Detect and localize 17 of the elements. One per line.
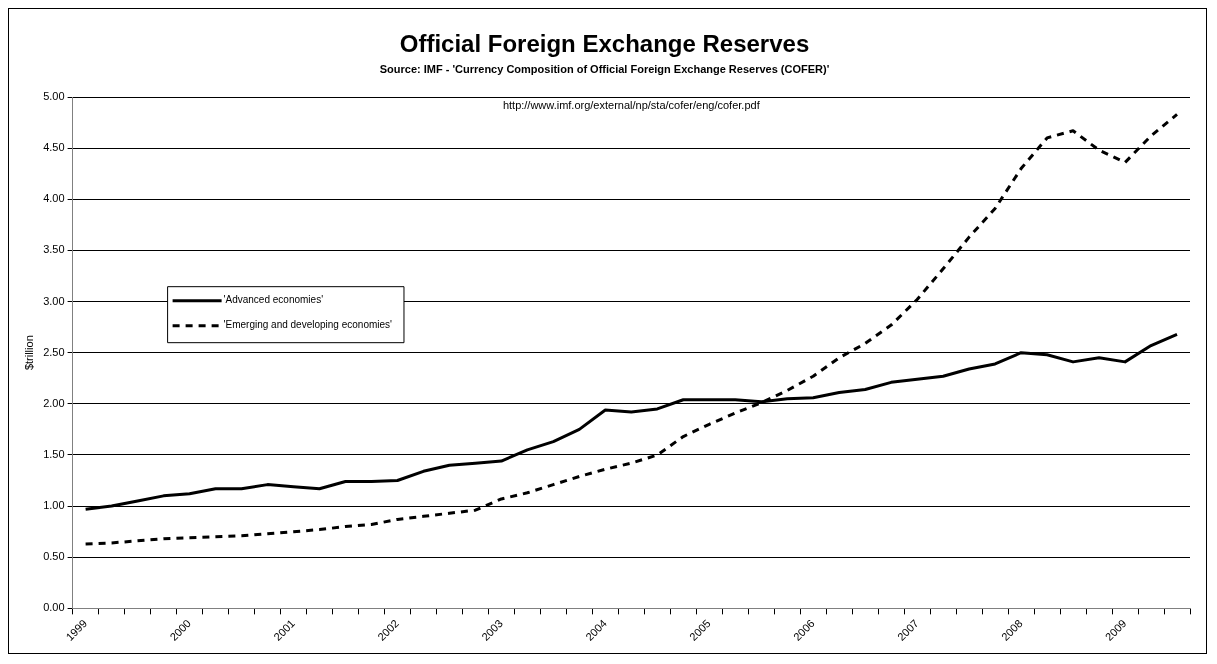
y-axis-title: $trillion [22, 335, 35, 371]
annotation: http://www.imf.org/external/np/sta/cofer/eng/cofer.pdf [502, 99, 761, 112]
y-tick-label: 2.00 [43, 396, 65, 409]
legend-label: 'Advanced economies' [223, 294, 324, 306]
legend-label: 'Emerging and developing economies' [223, 319, 393, 331]
y-tick-label: 5.00 [43, 90, 65, 103]
y-tick-label: 4.00 [43, 192, 65, 205]
y-tick-label: 0.50 [43, 550, 65, 563]
y-tick-label: 2.50 [43, 345, 65, 358]
chart-title: Official Foreign Exchange Reserves [399, 30, 810, 58]
y-tick-label: 0.00 [43, 601, 65, 614]
chart-subtitle: Source: IMF - 'Currency Composition of Official Foreign Exchange Reserves (COFER)' [379, 63, 830, 76]
y-tick-label: 4.50 [43, 141, 65, 154]
y-tick-label: 3.50 [43, 243, 65, 256]
y-tick-label: 1.50 [43, 447, 65, 460]
y-tick-label: 3.00 [43, 294, 65, 307]
y-tick-label: 1.00 [43, 499, 65, 512]
